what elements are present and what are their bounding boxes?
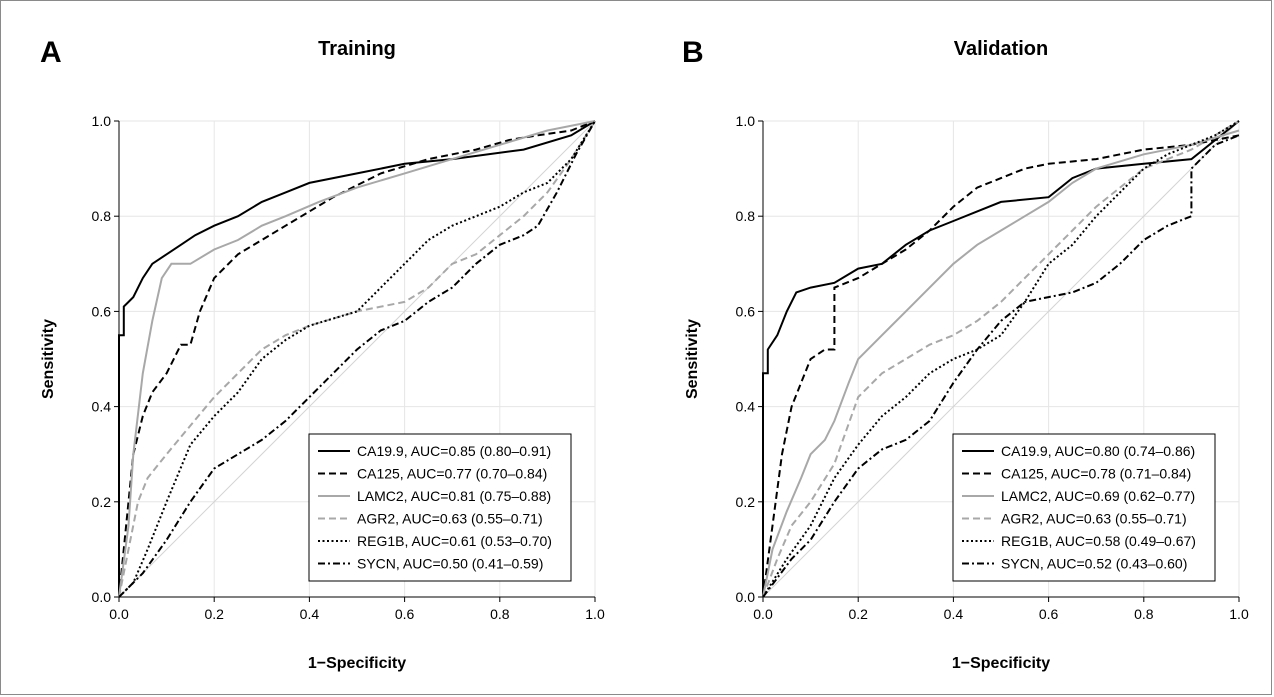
y-tick-label: 0.2	[736, 494, 756, 510]
roc-curve	[118, 120, 596, 597]
roc-curve	[118, 120, 596, 598]
legend-box	[952, 433, 1216, 582]
y-tick-label: 0.4	[736, 399, 756, 415]
x-tick-label: 0.6	[1039, 606, 1059, 622]
roc-curve	[762, 134, 1240, 598]
chart-title: Training	[318, 38, 396, 60]
chart-title: Validation	[954, 38, 1048, 60]
x-tick-label: 1.0	[585, 606, 605, 622]
x-tick-label: 1.0	[1229, 606, 1249, 622]
legend-entry: LAMC2, AUC=0.69 (0.62–0.77)	[1001, 488, 1195, 504]
roc-curve	[762, 129, 1240, 598]
chance-diagonal	[118, 120, 596, 598]
legend-entry: AGR2, AUC=0.63 (0.55–0.71)	[1001, 511, 1187, 527]
legend-entry: CA125, AUC=0.78 (0.71–0.84)	[1001, 466, 1191, 482]
y-tick-label: 0.8	[736, 208, 756, 224]
y-tick-label: 0.4	[92, 399, 112, 415]
chance-diagonal	[762, 120, 1240, 598]
y-tick-label: 0.6	[92, 303, 112, 319]
roc-curve	[762, 134, 1240, 598]
x-tick-label: 0.2	[848, 606, 868, 622]
x-tick-label: 0.8	[1134, 606, 1154, 622]
y-axis-label: Sensitivity	[684, 319, 701, 399]
y-tick-label: 0.6	[736, 303, 756, 319]
y-tick-label: 0.2	[92, 494, 112, 510]
x-axis-label: 1−Specificity	[308, 655, 406, 672]
y-tick-label: 0.8	[92, 208, 112, 224]
roc-curve	[762, 120, 1240, 597]
legend-entry: REG1B, AUC=0.61 (0.53–0.70)	[357, 533, 552, 549]
legend: CA19.9, AUC=0.85 (0.80–0.91) CA125, AUC=0…	[308, 433, 572, 582]
legend-entry: SYCN, AUC=0.52 (0.43–0.60)	[1001, 556, 1187, 572]
legend-entry: CA125, AUC=0.77 (0.70–0.84)	[357, 466, 547, 482]
panel-a: A Training 1−Specificity Sensitivity 0.0…	[40, 36, 605, 672]
legend-entry: CA19.9, AUC=0.85 (0.80–0.91)	[357, 443, 551, 459]
legend-entry: CA19.9, AUC=0.80 (0.74–0.86)	[1001, 443, 1195, 459]
x-tick-label: 0.2	[204, 606, 224, 622]
panel-b: B Validation 1−Specificity Sensitivity 0…	[682, 36, 1249, 672]
x-tick-label: 0.6	[395, 606, 415, 622]
panel-letter: B	[682, 36, 704, 69]
roc-curve	[118, 120, 596, 598]
legend-entry: AGR2, AUC=0.63 (0.55–0.71)	[357, 511, 543, 527]
x-tick-label: 0.4	[300, 606, 320, 622]
legend-entry: LAMC2, AUC=0.81 (0.75–0.88)	[357, 488, 551, 504]
roc-curve	[118, 120, 596, 598]
legend-entry: REG1B, AUC=0.58 (0.49–0.67)	[1001, 533, 1196, 549]
roc-curve	[762, 120, 1240, 598]
roc-curve	[118, 120, 596, 598]
y-tick-label: 1.0	[736, 113, 756, 129]
x-axis-label: 1−Specificity	[952, 655, 1050, 672]
x-tick-label: 0.0	[753, 606, 773, 622]
y-tick-label: 0.0	[736, 589, 756, 605]
x-tick-label: 0.4	[944, 606, 964, 622]
x-tick-label: 0.8	[490, 606, 510, 622]
y-tick-label: 1.0	[92, 113, 112, 129]
legend-box	[308, 433, 572, 582]
legend-entry: SYCN, AUC=0.50 (0.41–0.59)	[357, 556, 543, 572]
legend: CA19.9, AUC=0.80 (0.74–0.86) CA125, AUC=0…	[952, 433, 1216, 582]
y-tick-label: 0.0	[92, 589, 112, 605]
panel-letter: A	[40, 36, 62, 69]
y-axis-label: Sensitivity	[40, 319, 57, 399]
x-tick-label: 0.0	[109, 606, 129, 622]
